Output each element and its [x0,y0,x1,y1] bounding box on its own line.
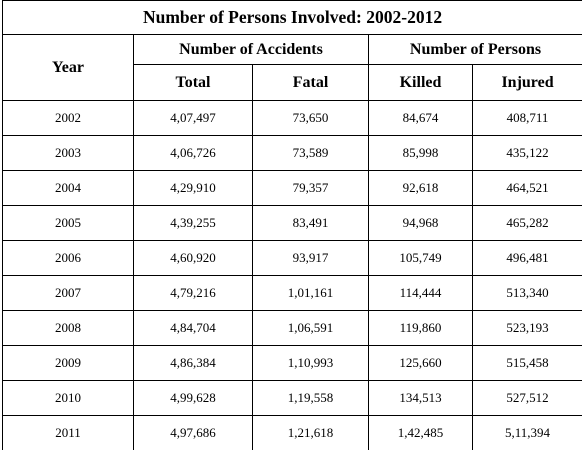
injured-cell: 523,193 [471,310,582,346]
killed-cell: 1,42,485 [368,415,473,450]
table-row: 2007 4,79,216 1,01,161 114,444 513,340 [2,275,582,311]
table-row: 2002 4,07,497 73,650 84,674 408,711 [2,100,582,136]
injured-cell: 464,521 [471,170,582,206]
year-cell: 2006 [2,240,134,276]
total-cell: 4,06,726 [133,135,253,171]
injured-cell: 513,340 [471,275,582,311]
killed-cell: 94,968 [368,205,473,241]
fatal-cell: 73,589 [252,135,369,171]
year-cell: 2005 [2,205,134,241]
injured-cell: 496,481 [471,240,582,276]
total-cell: 4,07,497 [133,100,253,136]
total-cell: 4,79,216 [133,275,253,311]
table-body: 2002 4,07,497 73,650 84,674 408,711 2003 4,06,… [2,100,582,450]
fatal-cell: 1,10,993 [252,345,369,381]
persons-group-header: Number of Persons [367,34,582,65]
year-cell: 2009 [2,345,134,381]
injured-cell: 5,11,394 [471,415,582,450]
total-cell: 4,99,628 [133,380,253,416]
year-cell: 2004 [2,170,134,206]
injured-cell: 465,282 [471,205,582,241]
killed-header: Killed [368,64,473,101]
total-header: Total [133,64,253,101]
fatal-cell: 1,21,618 [252,415,369,450]
accidents-group-header: Number of Accidents [133,34,369,65]
killed-cell: 114,444 [368,275,473,311]
killed-cell: 134,513 [368,380,473,416]
fatal-cell: 83,491 [252,205,369,241]
total-cell: 4,60,920 [133,240,253,276]
fatal-cell: 1,01,161 [252,275,369,311]
killed-cell: 85,998 [368,135,473,171]
year-cell: 2008 [2,310,134,346]
table-row: 2008 4,84,704 1,06,591 119,860 523,193 [2,310,582,346]
total-cell: 4,86,384 [133,345,253,381]
table-row: 2005 4,39,255 83,491 94,968 465,282 [2,205,582,241]
killed-cell: 92,618 [368,170,473,206]
year-cell: 2011 [2,415,134,450]
killed-cell: 125,660 [368,345,473,381]
table-row: 2009 4,86,384 1,10,993 125,660 515,458 [2,345,582,381]
total-cell: 4,97,686 [133,415,253,450]
total-cell: 4,29,910 [133,170,253,206]
fatal-cell: 1,19,558 [252,380,369,416]
table-row: 2004 4,29,910 79,357 92,618 464,521 [2,170,582,206]
year-cell: 2003 [2,135,134,171]
total-cell: 4,39,255 [133,205,253,241]
injured-cell: 435,122 [471,135,582,171]
fatal-header: Fatal [252,64,369,101]
killed-cell: 119,860 [368,310,473,346]
year-cell: 2010 [2,380,134,416]
table-row: 2003 4,06,726 73,589 85,998 435,122 [2,135,582,171]
table-row: 2006 4,60,920 93,917 105,749 496,481 [2,240,582,276]
fatal-cell: 79,357 [252,170,369,206]
year-cell: 2007 [2,275,134,311]
fatal-cell: 93,917 [252,240,369,276]
year-cell: 2002 [2,100,134,136]
killed-cell: 84,674 [368,100,473,136]
table-row: 2011 4,97,686 1,21,618 1,42,485 5,11,394 [2,415,582,450]
injured-cell: 408,711 [471,100,582,136]
total-cell: 4,84,704 [133,310,253,346]
injured-cell: 515,458 [471,345,582,381]
fatal-cell: 1,06,591 [252,310,369,346]
year-header: Year [2,34,134,101]
killed-cell: 105,749 [368,240,473,276]
injured-cell: 527,512 [471,380,582,416]
table-title: Number of Persons Involved: 2002-2012 [2,0,582,35]
injured-header: Injured [471,64,582,101]
table-row: 2010 4,99,628 1,19,558 134,513 527,512 [2,380,582,416]
fatal-cell: 73,650 [252,100,369,136]
